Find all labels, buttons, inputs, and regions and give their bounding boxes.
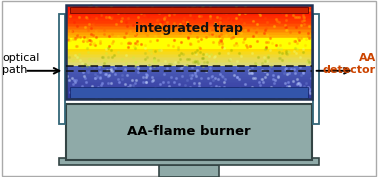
Bar: [59, 14, 65, 124]
Bar: [66, 47, 312, 49]
Bar: [66, 13, 312, 15]
Bar: [66, 55, 312, 57]
Bar: [66, 58, 312, 60]
Bar: [66, 94, 312, 96]
Bar: [66, 74, 312, 76]
Bar: [66, 5, 312, 99]
Bar: [66, 80, 312, 82]
Bar: [66, 77, 312, 79]
Bar: [70, 7, 308, 13]
Bar: [66, 97, 312, 99]
Bar: [66, 8, 312, 10]
Bar: [66, 93, 312, 94]
Bar: [66, 60, 312, 62]
Bar: [66, 28, 312, 30]
Text: AA-flame burner: AA-flame burner: [127, 125, 251, 138]
Bar: [66, 63, 312, 65]
Bar: [66, 61, 312, 63]
Bar: [66, 21, 312, 22]
Bar: [70, 87, 308, 98]
Bar: [66, 69, 312, 71]
Bar: [66, 36, 312, 38]
Bar: [66, 39, 312, 41]
Bar: [313, 14, 319, 124]
Bar: [66, 89, 312, 91]
Bar: [59, 158, 319, 165]
Bar: [66, 91, 312, 93]
Bar: [66, 5, 312, 7]
Bar: [66, 82, 312, 84]
Bar: [66, 78, 312, 80]
Bar: [66, 88, 312, 90]
Bar: [66, 41, 312, 43]
Bar: [66, 57, 312, 58]
Bar: [66, 42, 312, 44]
Bar: [66, 27, 312, 29]
Text: integrated trap: integrated trap: [135, 22, 243, 35]
Bar: [66, 24, 312, 26]
Bar: [66, 18, 312, 19]
Bar: [66, 38, 312, 40]
Bar: [66, 19, 312, 21]
Bar: [66, 71, 312, 73]
Bar: [66, 85, 312, 87]
Bar: [66, 53, 312, 55]
Bar: [66, 11, 312, 13]
Bar: [66, 86, 312, 88]
Bar: [66, 46, 312, 47]
Bar: [66, 75, 312, 77]
Bar: [159, 165, 219, 177]
Bar: [66, 22, 312, 24]
Bar: [66, 7, 312, 8]
Bar: [66, 10, 312, 12]
Bar: [59, 14, 65, 124]
Bar: [66, 52, 312, 54]
Bar: [66, 30, 312, 32]
Bar: [66, 67, 312, 69]
Bar: [66, 14, 312, 16]
Bar: [66, 32, 312, 33]
Bar: [66, 64, 312, 66]
Bar: [66, 66, 312, 68]
Bar: [313, 14, 319, 124]
Bar: [66, 35, 312, 37]
Text: AA
detector: AA detector: [323, 53, 376, 75]
Bar: [66, 72, 312, 74]
Bar: [66, 25, 312, 27]
Bar: [66, 16, 312, 18]
Bar: [66, 96, 312, 98]
Text: optical
path: optical path: [2, 53, 39, 75]
Bar: [66, 50, 312, 52]
Bar: [66, 44, 312, 46]
Bar: [66, 33, 312, 35]
Bar: [66, 104, 312, 160]
Bar: [66, 49, 312, 51]
Bar: [66, 83, 312, 85]
